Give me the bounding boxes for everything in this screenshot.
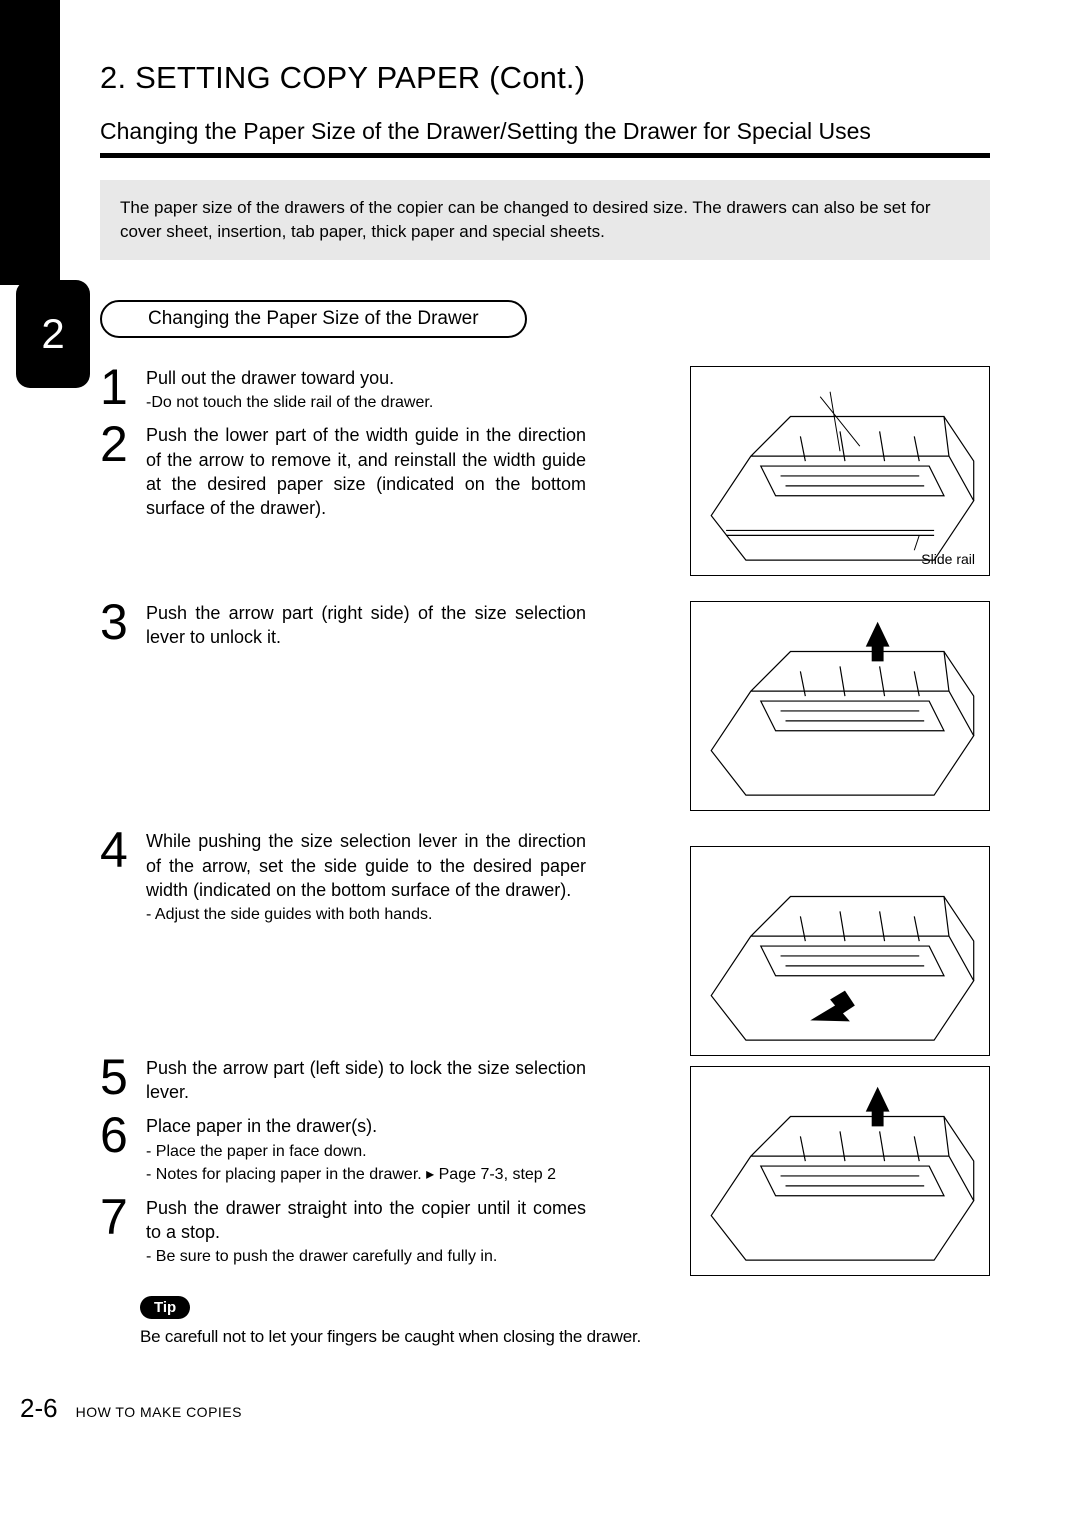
intro-box: The paper size of the drawers of the cop… [100,180,990,260]
section-pill: Changing the Paper Size of the Drawer [100,300,527,338]
figure-4 [690,1066,990,1276]
tip-badge: Tip [140,1296,190,1319]
step-number: 4 [100,829,136,925]
step-number: 7 [100,1196,136,1268]
left-margin-block [0,0,60,285]
step-sub: - Be sure to push the drawer carefully a… [146,1246,586,1268]
intro-text: The paper size of the drawers of the cop… [120,198,930,241]
page-footer: 2-6 HOW TO MAKE COPIES [20,1393,990,1424]
page-subtitle: Changing the Paper Size of the Drawer/Se… [100,118,990,145]
step-text: Push the lower part of the width guide i… [146,423,586,520]
step-text: Push the drawer straight into the copier… [146,1196,586,1245]
section-pill-label: Changing the Paper Size of the Drawer [148,308,479,329]
page-title: 2. SETTING COPY PAPER (Cont.) [100,60,990,96]
step-number: 6 [100,1114,136,1185]
step-sub: - Place the paper in face down. [146,1141,586,1163]
footer-page-number: 2-6 [20,1393,58,1424]
step-sub2: - Notes for placing paper in the drawer.… [146,1164,586,1186]
divider [100,153,990,158]
figure-3 [690,846,990,1056]
step-sub: - Adjust the side guides with both hands… [146,904,586,926]
step-number: 1 [100,366,136,414]
step-text: Pull out the drawer toward you. [146,366,586,390]
tip-label: Tip [154,1299,176,1316]
figure-1-label: Slide rail [921,551,975,567]
step-text: Push the arrow part (left side) to lock … [146,1056,586,1105]
step-text: While pushing the size selection lever i… [146,829,586,902]
figure-1: Slide rail [690,366,990,576]
step-text: Place paper in the drawer(s). [146,1114,586,1138]
chapter-tab-badge: 2 [16,280,90,388]
tip-text: Be carefull not to let your fingers be c… [140,1327,990,1347]
step-number: 5 [100,1056,136,1105]
chapter-tab-number: 2 [41,310,64,358]
figure-2 [690,601,990,811]
steps-container: Slide rail [100,366,990,1347]
step-sub: -Do not touch the slide rail of the draw… [146,392,586,414]
step-number: 2 [100,423,136,520]
step-number: 3 [100,601,136,650]
step-text: Push the arrow part (right side) of the … [146,601,586,650]
footer-chapter-label: HOW TO MAKE COPIES [76,1404,242,1420]
